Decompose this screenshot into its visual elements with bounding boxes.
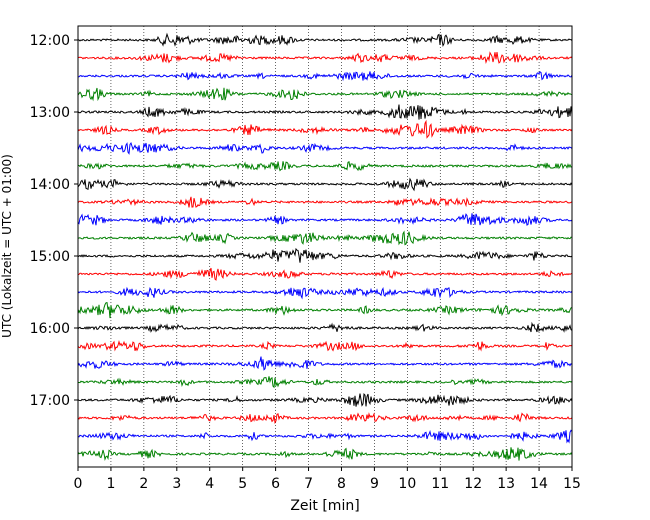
x-axis-ticks: 0 1 2 3 4 5 6 7 8 9 10 11 12 13 14 15 bbox=[74, 467, 581, 492]
x-tick-label: 9 bbox=[370, 476, 379, 492]
trace-1245 bbox=[77, 87, 573, 102]
x-tick-label: 7 bbox=[304, 476, 313, 492]
trace-1645 bbox=[77, 376, 573, 389]
trace-1500 bbox=[77, 247, 573, 263]
trace-1415 bbox=[77, 196, 573, 208]
y-axis-ticks: 12:00 13:00 14:00 15:00 16:00 17:00 bbox=[30, 33, 78, 409]
x-tick-label: 15 bbox=[563, 476, 581, 492]
trace-1300 bbox=[77, 104, 573, 120]
y-tick-label: 15:00 bbox=[30, 249, 70, 265]
x-tick-label: 10 bbox=[398, 476, 416, 492]
trace-1515 bbox=[77, 267, 573, 281]
y-axis-label: UTC (Lokalzeit = UTC + 01:00) bbox=[0, 154, 14, 338]
y-tick-label: 16:00 bbox=[30, 321, 70, 337]
trace-1215 bbox=[77, 51, 573, 65]
trace-1230 bbox=[77, 71, 573, 82]
x-tick-label: 4 bbox=[205, 476, 214, 492]
trace-1600 bbox=[77, 321, 573, 333]
x-tick-label: 11 bbox=[431, 476, 449, 492]
trace-1530 bbox=[77, 286, 573, 300]
x-axis-label: Zeit [min] bbox=[290, 498, 359, 514]
x-tick-label: 1 bbox=[106, 476, 115, 492]
trace-1430 bbox=[77, 213, 573, 226]
trace-1400 bbox=[77, 177, 573, 192]
trace-1445 bbox=[77, 230, 573, 246]
trace-1630 bbox=[77, 356, 573, 371]
y-tick-label: 13:00 bbox=[30, 105, 70, 121]
plot-frame bbox=[77, 25, 573, 468]
trace-1315 bbox=[77, 119, 573, 139]
x-tick-label: 0 bbox=[74, 476, 83, 492]
trace-1745 bbox=[77, 447, 573, 461]
trace-1715 bbox=[77, 412, 573, 425]
x-tick-label: 12 bbox=[464, 476, 482, 492]
trace-1730 bbox=[77, 429, 573, 444]
x-tick-label: 8 bbox=[337, 476, 346, 492]
x-tick-label: 13 bbox=[497, 476, 515, 492]
trace-1200 bbox=[77, 32, 573, 48]
trace-1700 bbox=[77, 392, 573, 407]
x-tick-label: 6 bbox=[271, 476, 280, 492]
trace-1330 bbox=[77, 142, 573, 155]
y-tick-label: 17:00 bbox=[30, 393, 70, 409]
y-tick-label: 14:00 bbox=[30, 177, 70, 193]
x-tick-label: 5 bbox=[238, 476, 247, 492]
trace-1345 bbox=[77, 161, 573, 172]
trace-1545 bbox=[77, 301, 573, 319]
trace-1615 bbox=[77, 340, 573, 352]
x-tick-label: 2 bbox=[139, 476, 148, 492]
x-tick-label: 3 bbox=[172, 476, 181, 492]
traces bbox=[77, 32, 573, 461]
y-tick-label: 12:00 bbox=[30, 33, 70, 49]
x-tick-label: 14 bbox=[530, 476, 548, 492]
